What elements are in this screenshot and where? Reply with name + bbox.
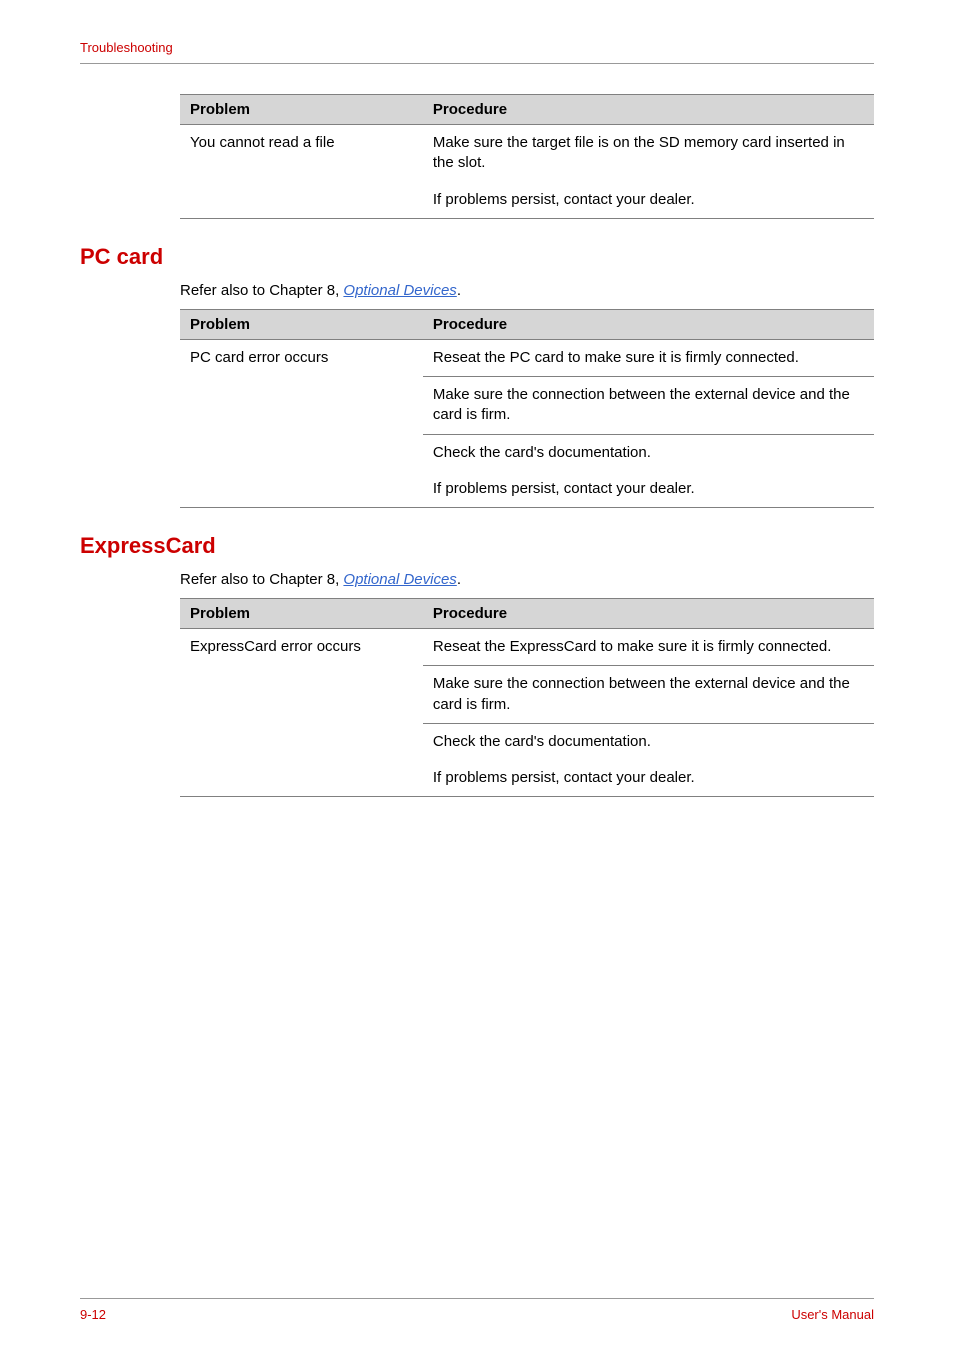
content-area: Problem Procedure You cannot read a file… (80, 94, 874, 797)
problem-cell-empty (180, 760, 423, 797)
page-header: Troubleshooting (80, 40, 874, 64)
table-row: ExpressCard error occurs Reseat the Expr… (180, 629, 874, 666)
problem-cell-empty (180, 723, 423, 760)
intro-text: Refer also to Chapter 8, Optional Device… (180, 282, 874, 299)
procedure-cell: If problems persist, contact your dealer… (423, 182, 874, 219)
top-table: Problem Procedure You cannot read a file… (180, 94, 874, 219)
intro-prefix: Refer also to Chapter 8, (180, 571, 343, 588)
problem-cell: ExpressCard error occurs (180, 629, 423, 666)
table-row: PC card error occurs Reseat the PC card … (180, 339, 874, 376)
optional-devices-link[interactable]: Optional Devices (343, 282, 456, 299)
table-row: Check the card's documentation. (180, 434, 874, 471)
intro-text: Refer also to Chapter 8, Optional Device… (180, 571, 874, 588)
table-row: Make sure the connection between the ext… (180, 666, 874, 724)
th-problem: Problem (180, 599, 423, 629)
table-header-row: Problem Procedure (180, 95, 874, 125)
problem-cell-empty (180, 434, 423, 471)
procedure-cell: If problems persist, contact your dealer… (423, 760, 874, 797)
th-procedure: Procedure (423, 599, 874, 629)
problem-cell: PC card error occurs (180, 339, 423, 376)
table-header-row: Problem Procedure (180, 309, 874, 339)
problem-cell-empty (180, 182, 423, 219)
table-row: Make sure the connection between the ext… (180, 377, 874, 435)
problem-cell-empty (180, 377, 423, 435)
footer-page-number: 9-12 (80, 1307, 106, 1322)
table-row: If problems persist, contact your dealer… (180, 182, 874, 219)
page-footer: 9-12 User's Manual (80, 1298, 874, 1322)
procedure-cell: Reseat the PC card to make sure it is fi… (423, 339, 874, 376)
problem-cell: You cannot read a file (180, 125, 423, 182)
procedure-cell: Reseat the ExpressCard to make sure it i… (423, 629, 874, 666)
table-row: If problems persist, contact your dealer… (180, 760, 874, 797)
intro-suffix: . (457, 571, 461, 588)
pc-card-table: Problem Procedure PC card error occurs R… (180, 309, 874, 508)
section-title-expresscard: ExpressCard (80, 533, 874, 559)
problem-cell-empty (180, 471, 423, 508)
procedure-cell: Check the card's documentation. (423, 723, 874, 760)
table-row: If problems persist, contact your dealer… (180, 471, 874, 508)
page-container: Troubleshooting Problem Procedure You ca… (0, 0, 954, 1352)
procedure-cell: Make sure the connection between the ext… (423, 377, 874, 435)
table-row: You cannot read a file Make sure the tar… (180, 125, 874, 182)
expresscard-table: Problem Procedure ExpressCard error occu… (180, 598, 874, 797)
section-title-pc-card: PC card (80, 244, 874, 270)
table-header-row: Problem Procedure (180, 599, 874, 629)
intro-suffix: . (457, 282, 461, 299)
header-title: Troubleshooting (80, 40, 173, 55)
optional-devices-link[interactable]: Optional Devices (343, 571, 456, 588)
th-procedure: Procedure (423, 95, 874, 125)
intro-prefix: Refer also to Chapter 8, (180, 282, 343, 299)
th-problem: Problem (180, 309, 423, 339)
procedure-cell: If problems persist, contact your dealer… (423, 471, 874, 508)
th-problem: Problem (180, 95, 423, 125)
th-procedure: Procedure (423, 309, 874, 339)
footer-manual-label: User's Manual (791, 1307, 874, 1322)
table-row: Check the card's documentation. (180, 723, 874, 760)
procedure-cell: Make sure the connection between the ext… (423, 666, 874, 724)
procedure-cell: Check the card's documentation. (423, 434, 874, 471)
problem-cell-empty (180, 666, 423, 724)
procedure-cell: Make sure the target file is on the SD m… (423, 125, 874, 182)
